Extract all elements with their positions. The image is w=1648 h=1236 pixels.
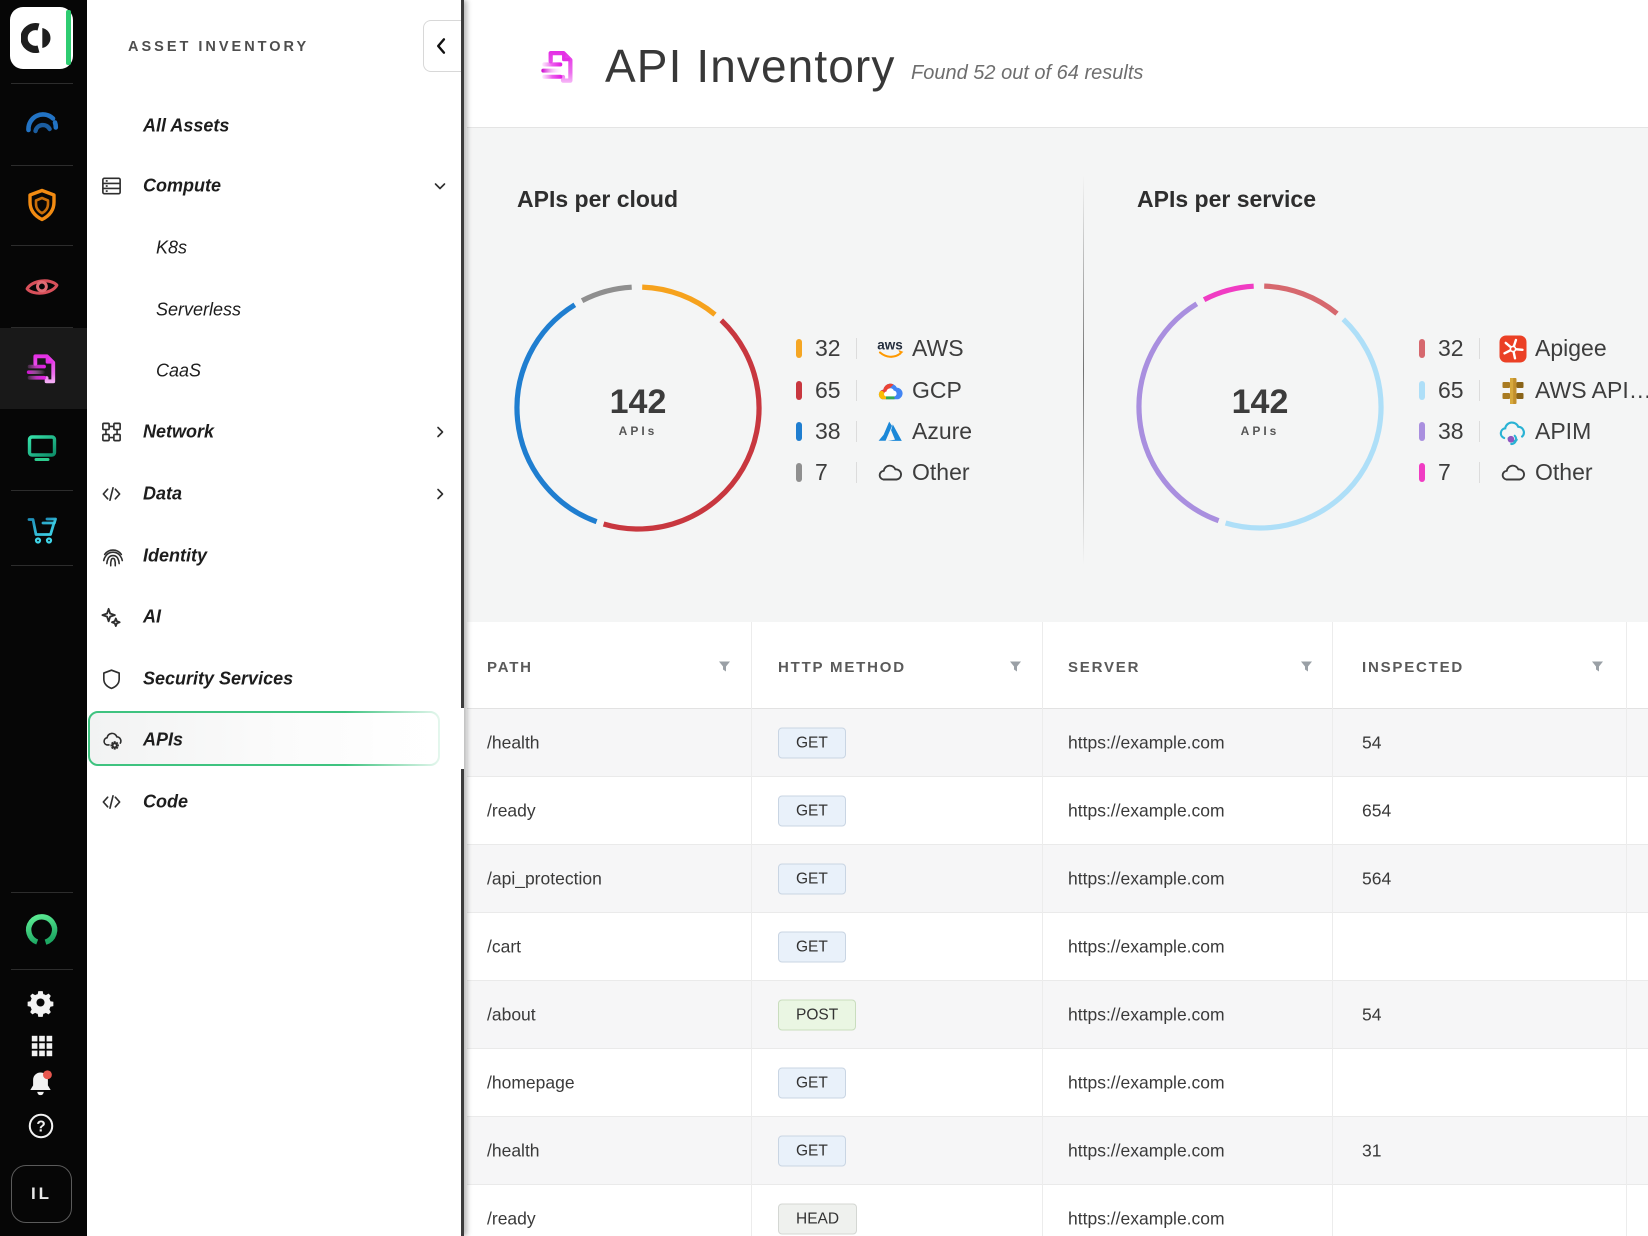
svg-text:?: ? xyxy=(36,1119,45,1136)
svg-text:aws: aws xyxy=(877,338,903,353)
